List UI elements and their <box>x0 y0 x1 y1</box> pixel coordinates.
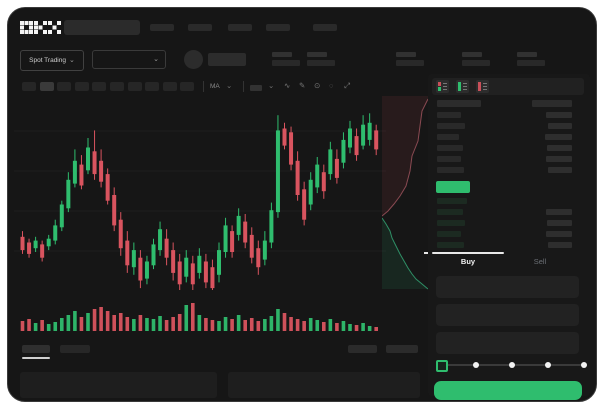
last-price-placeholder <box>208 53 246 66</box>
timeframe-button[interactable] <box>145 82 160 91</box>
ask-row-price[interactable] <box>437 156 461 162</box>
ask-row-amount <box>546 156 572 162</box>
ask-row-price[interactable] <box>437 167 464 173</box>
camera-icon[interactable]: ⊙ <box>314 81 321 90</box>
timeframe-button[interactable] <box>22 82 36 91</box>
chart-style-placeholder[interactable] <box>250 85 262 91</box>
pencil-icon[interactable]: ✎ <box>299 81 306 90</box>
depth-strip-chart <box>382 96 428 290</box>
search-input[interactable] <box>64 20 140 35</box>
nav-item-placeholder[interactable] <box>228 24 252 31</box>
timeframe-button[interactable] <box>180 82 195 91</box>
orderbook-header-price <box>437 100 481 107</box>
slider-stop-dot[interactable] <box>581 362 587 368</box>
candlestick-chart[interactable] <box>14 98 386 338</box>
chevron-down-icon: ⌄ <box>68 57 75 64</box>
ask-row-price[interactable] <box>437 123 465 129</box>
ask-row-amount <box>548 167 572 173</box>
chevron-down-icon: ⌄ <box>153 56 159 63</box>
chevron-down-icon[interactable]: ⌄ <box>268 81 275 90</box>
bid-row-price[interactable] <box>437 242 464 248</box>
bottom-panel-placeholder <box>20 372 217 398</box>
timeframe-button[interactable] <box>162 82 177 91</box>
timeframe-button[interactable] <box>127 82 142 91</box>
last-price-bar[interactable] <box>436 181 470 193</box>
bid-row-price[interactable] <box>437 198 467 204</box>
bid-row-amount <box>547 220 572 226</box>
slider-stop-dot[interactable] <box>545 362 551 368</box>
pair-selector-dropdown[interactable]: ⌄ <box>92 50 166 69</box>
slider-stop-dot[interactable] <box>509 362 515 368</box>
book-both-icon[interactable] <box>436 80 449 93</box>
timeframe-button[interactable] <box>57 82 72 91</box>
ma-indicator-label[interactable]: MA <box>210 83 220 90</box>
bid-row-price[interactable] <box>437 231 461 237</box>
nav-item-placeholder[interactable] <box>150 24 174 31</box>
bid-row-amount <box>548 242 572 248</box>
chevron-down-icon[interactable]: ⌄ <box>226 81 233 90</box>
buy-tab-indicator <box>432 252 504 254</box>
wave-icon[interactable]: ∿ <box>284 81 291 90</box>
ask-row-price[interactable] <box>437 112 461 118</box>
price-input-placeholder[interactable] <box>436 276 579 298</box>
book-bids-icon[interactable] <box>456 80 469 93</box>
bottom-panel-placeholder <box>228 372 420 398</box>
tab-sell[interactable]: Sell <box>533 257 547 266</box>
market-type-label: Spot Trading <box>29 57 66 64</box>
tab-buy[interactable]: Buy <box>460 257 476 266</box>
timeframe-button[interactable] <box>39 82 54 91</box>
slider-stop-dot[interactable] <box>473 362 479 368</box>
toolbar-divider <box>243 81 244 92</box>
buy-submit-button[interactable] <box>434 381 582 400</box>
ask-row-price[interactable] <box>437 145 463 151</box>
active-tab-indicator <box>22 357 50 359</box>
nav-item-placeholder[interactable] <box>266 24 290 31</box>
bid-row-price[interactable] <box>437 209 463 215</box>
nav-item-placeholder[interactable] <box>188 24 212 31</box>
history-icon[interactable]: ◌ <box>329 81 334 90</box>
ask-row-amount <box>545 134 572 140</box>
ticker-stat-placeholder <box>396 52 424 66</box>
orderbook-toolbar <box>432 78 584 95</box>
bid-row-amount <box>546 209 572 215</box>
amount-slider-handle[interactable] <box>436 360 448 372</box>
coin-avatar <box>184 50 203 69</box>
timeframe-button[interactable] <box>74 82 89 91</box>
bid-row-price[interactable] <box>437 220 465 226</box>
ticker-stat-placeholder <box>272 52 300 66</box>
ask-row-price[interactable] <box>437 134 459 140</box>
book-asks-icon[interactable] <box>476 80 489 93</box>
bid-row-amount <box>546 231 572 237</box>
ask-row-amount <box>546 112 572 118</box>
bottom-right-placeholder[interactable] <box>386 345 418 353</box>
toolbar-divider <box>203 81 204 92</box>
bottom-tab-placeholder[interactable] <box>60 345 90 353</box>
ticker-stat-placeholder <box>307 52 335 66</box>
ask-row-amount <box>548 123 572 129</box>
nav-item-placeholder[interactable] <box>313 24 337 31</box>
bottom-right-placeholder[interactable] <box>348 345 377 353</box>
timeframe-button[interactable] <box>110 82 124 91</box>
fullscreen-icon[interactable]: ⤢ <box>344 81 350 90</box>
okx-logo <box>20 21 61 34</box>
ask-row-amount <box>547 145 572 151</box>
bottom-tab-placeholder[interactable] <box>22 345 50 353</box>
market-type-dropdown[interactable]: Spot Trading ⌄ <box>20 50 84 71</box>
ticker-stat-placeholder <box>462 52 490 66</box>
amount-input-placeholder[interactable] <box>436 304 579 326</box>
ticker-stat-placeholder <box>517 52 545 66</box>
total-input-placeholder[interactable] <box>436 332 579 354</box>
timeframe-button[interactable] <box>92 82 107 91</box>
orderbook-header-amount <box>532 100 572 107</box>
